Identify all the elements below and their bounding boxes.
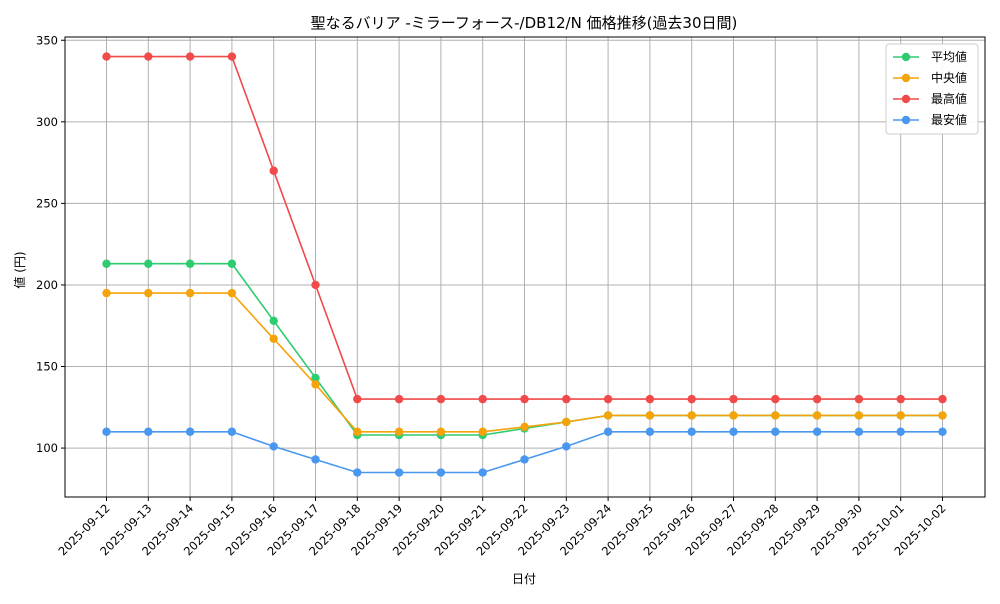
data-point (311, 373, 320, 383)
data-point (520, 422, 529, 432)
y-tick-label: 350 (36, 33, 58, 47)
data-point (269, 166, 278, 175)
data-point (102, 259, 111, 268)
series-最高値 (102, 52, 947, 404)
data-point (896, 394, 905, 404)
y-tick-label: 100 (36, 441, 58, 455)
data-point (896, 427, 905, 436)
data-point (562, 442, 571, 451)
axis-ticks: 1001502002503003502025-09-122025-09-1320… (36, 33, 949, 558)
data-point (185, 288, 195, 298)
data-point (353, 427, 362, 436)
data-point (603, 411, 613, 420)
data-point (687, 427, 696, 436)
data-point (478, 468, 487, 477)
data-point (269, 334, 278, 343)
data-point (645, 427, 655, 436)
data-point (353, 394, 362, 404)
data-point (687, 394, 696, 404)
data-point (771, 394, 780, 404)
data-point (144, 259, 153, 268)
legend-box (885, 43, 979, 135)
legend-swatch-marker (901, 52, 911, 62)
data-point (812, 411, 822, 420)
data-point (562, 417, 571, 427)
data-point (227, 259, 237, 268)
data-point (854, 394, 864, 404)
data-point (520, 394, 529, 404)
data-point (144, 427, 153, 436)
data-point (227, 288, 237, 298)
series-中央値 (102, 288, 947, 436)
data-point (812, 427, 822, 436)
y-tick-label: 150 (36, 360, 58, 374)
data-point (436, 468, 446, 477)
data-point (645, 394, 655, 404)
data-point (185, 259, 195, 268)
data-point (854, 427, 864, 436)
data-point (687, 411, 696, 420)
data-point (102, 427, 111, 436)
data-point (562, 394, 571, 404)
data-point (812, 394, 822, 404)
y-tick-label: 300 (36, 115, 58, 129)
data-point (144, 288, 153, 298)
data-point (227, 427, 237, 436)
legend-label: 中央値 (931, 70, 967, 85)
data-point (520, 455, 529, 464)
y-tick-label: 200 (36, 278, 58, 292)
data-point (771, 411, 780, 420)
data-point (102, 52, 111, 61)
data-point (311, 280, 320, 290)
data-point (436, 427, 446, 436)
legend-swatch-marker (901, 115, 911, 125)
data-point (185, 427, 195, 436)
x-axis-label: 日付 (512, 572, 536, 586)
data-point (645, 411, 655, 420)
data-point (938, 427, 947, 436)
data-point (311, 380, 320, 389)
data-point (227, 52, 237, 61)
data-point (353, 468, 362, 477)
data-point (269, 316, 278, 326)
data-point (938, 394, 947, 404)
data-point (478, 394, 487, 404)
data-point (394, 394, 404, 404)
legend-swatch-marker (901, 73, 911, 83)
y-axis-label: 値 (円) (12, 251, 27, 288)
data-point (603, 394, 613, 404)
data-point (436, 394, 446, 404)
data-point (729, 427, 738, 436)
data-point (394, 427, 404, 436)
data-point (729, 411, 738, 420)
gridlines (65, 37, 985, 497)
data-point (478, 427, 487, 436)
legend-label: 最高値 (931, 91, 967, 106)
data-point (896, 411, 905, 420)
legend-label: 最安値 (931, 112, 967, 127)
data-point (771, 427, 780, 436)
series-最安値 (102, 427, 947, 477)
legend-label: 平均値 (931, 49, 967, 64)
data-point (144, 52, 153, 61)
data-point (938, 411, 947, 420)
data-point (394, 468, 404, 477)
data-point (185, 52, 195, 61)
legend-swatch-marker (901, 94, 911, 104)
data-point (854, 411, 864, 420)
chart-title: 聖なるバリア -ミラーフォース-/DB12/N 価格推移(過去30日間) (311, 14, 738, 32)
data-point (311, 455, 320, 464)
data-point (729, 394, 738, 404)
data-point (102, 288, 111, 298)
y-tick-label: 250 (36, 196, 58, 210)
data-point (603, 427, 613, 436)
data-point (269, 442, 278, 451)
